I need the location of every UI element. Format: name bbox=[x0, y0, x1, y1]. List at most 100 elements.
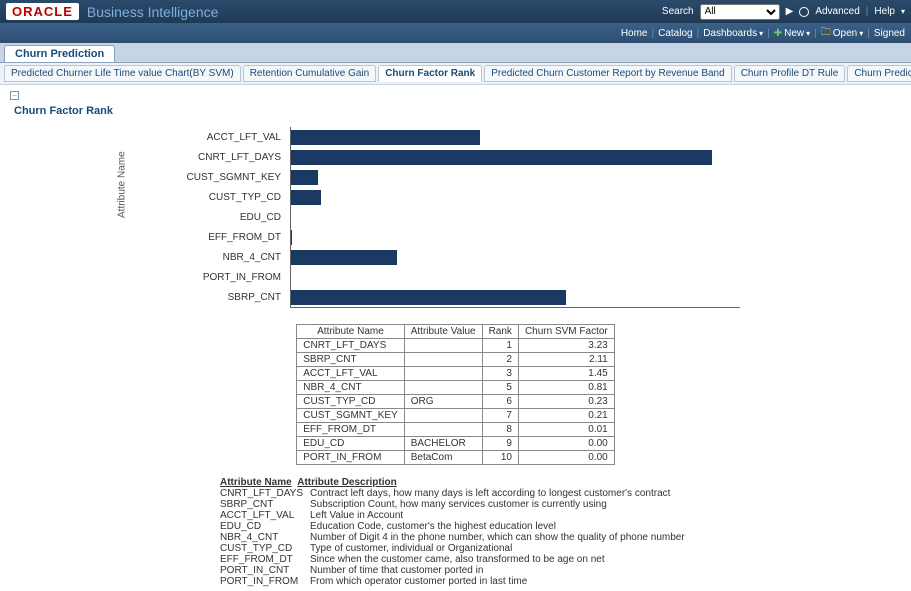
menu-new[interactable]: ✚New▾ bbox=[774, 28, 810, 39]
desc-row: CNRT_LFT_DAYSContract left days, how man… bbox=[220, 488, 901, 499]
chart-bar bbox=[291, 150, 712, 165]
table-row: NBR_4_CNT50.81 bbox=[297, 381, 615, 395]
table-cell: 2 bbox=[482, 353, 518, 367]
oracle-logo: ORACLE bbox=[6, 3, 79, 20]
chart-row: ACCT_LFT_VAL bbox=[291, 127, 740, 147]
chart-bar bbox=[291, 130, 480, 145]
desc-key: SBRP_CNT bbox=[220, 499, 310, 510]
page-tab-row: Predicted Churner Life Time value Chart(… bbox=[0, 62, 911, 85]
table-header: Churn SVM Factor bbox=[518, 325, 614, 339]
menu-bar: Home| Catalog| Dashboards▾| ✚New▾| 🗀Open… bbox=[0, 23, 911, 43]
search-scope-select[interactable]: All bbox=[700, 4, 780, 20]
desc-key: CUST_TYP_CD bbox=[220, 543, 310, 554]
table-cell: 3 bbox=[482, 367, 518, 381]
chart-row: SBRP_CNT bbox=[291, 287, 740, 307]
desc-key: ACCT_LFT_VAL bbox=[220, 510, 310, 521]
table-cell: BetaCom bbox=[404, 451, 482, 465]
table-header: Attribute Name bbox=[297, 325, 404, 339]
desc-header-desc: Attribute Description bbox=[297, 477, 396, 488]
menu-signed-in[interactable]: Signed bbox=[874, 28, 905, 39]
desc-text: Type of customer, individual or Organiza… bbox=[310, 543, 512, 554]
desc-key: EDU_CD bbox=[220, 521, 310, 532]
search-go-icon[interactable]: ▶ bbox=[786, 6, 794, 17]
dashboard-tab-row: Churn Prediction bbox=[0, 43, 911, 62]
page-tab[interactable]: Churn Prediction by(SVM result) bbox=[847, 65, 911, 82]
churn-factor-chart: Attribute Name ACCT_LFT_VALCNRT_LFT_DAYS… bbox=[150, 127, 770, 308]
table-cell: 0.21 bbox=[518, 409, 614, 423]
chart-bar bbox=[291, 170, 318, 185]
menu-catalog[interactable]: Catalog bbox=[658, 28, 692, 39]
table-row: ACCT_LFT_VAL 31.45 bbox=[297, 367, 615, 381]
page-tab[interactable]: Predicted Churn Customer Report by Reven… bbox=[484, 65, 731, 82]
chart-bar bbox=[291, 230, 292, 245]
table-cell: 8 bbox=[482, 423, 518, 437]
chart-row-label: EFF_FROM_DT bbox=[147, 232, 287, 243]
help-dropdown-icon[interactable]: ▾ bbox=[901, 7, 905, 16]
chart-row: CUST_TYP_CD bbox=[291, 187, 740, 207]
table-cell: 0.00 bbox=[518, 451, 614, 465]
table-header: Rank bbox=[482, 325, 518, 339]
advanced-icon bbox=[799, 7, 809, 17]
table-cell bbox=[404, 339, 482, 353]
table-cell: CNRT_LFT_DAYS bbox=[297, 339, 404, 353]
table-cell: 7 bbox=[482, 409, 518, 423]
table-cell: CUST_TYP_CD bbox=[297, 395, 404, 409]
chart-bar bbox=[291, 190, 321, 205]
open-folder-icon: 🗀 bbox=[821, 25, 831, 42]
new-icon: ✚ bbox=[774, 28, 782, 39]
table-row: EDU_CDBACHELOR90.00 bbox=[297, 437, 615, 451]
attribute-description-block: Attribute Name Attribute DescriptionCNRT… bbox=[220, 477, 901, 587]
desc-key: PORT_IN_CNT bbox=[220, 565, 310, 576]
table-cell: 0.01 bbox=[518, 423, 614, 437]
chart-y-axis-label: Attribute Name bbox=[117, 151, 128, 218]
table-cell: 6 bbox=[482, 395, 518, 409]
table-cell: 1.45 bbox=[518, 367, 614, 381]
table-cell: 9 bbox=[482, 437, 518, 451]
table-cell: 0.81 bbox=[518, 381, 614, 395]
desc-row: PORT_IN_FROMFrom which operator customer… bbox=[220, 576, 901, 587]
desc-text: Since when the customer came, also trans… bbox=[310, 554, 605, 565]
desc-row: EFF_FROM_DTSince when the customer came,… bbox=[220, 554, 901, 565]
desc-text: Subscription Count, how many services cu… bbox=[310, 499, 607, 510]
desc-text: Number of Digit 4 in the phone number, w… bbox=[310, 532, 685, 543]
chart-row: PORT_IN_FROM bbox=[291, 267, 740, 287]
table-cell bbox=[404, 381, 482, 395]
desc-text: From which operator customer ported in l… bbox=[310, 576, 527, 587]
chart-row-label: PORT_IN_FROM bbox=[147, 272, 287, 283]
page-tab[interactable]: Retention Cumulative Gain bbox=[243, 65, 377, 82]
page-tab[interactable]: Predicted Churner Life Time value Chart(… bbox=[4, 65, 241, 82]
menu-open[interactable]: 🗀Open▾ bbox=[821, 25, 863, 42]
menu-home[interactable]: Home bbox=[621, 28, 648, 39]
collapse-toggle-icon[interactable]: − bbox=[10, 91, 19, 100]
desc-key: EFF_FROM_DT bbox=[220, 554, 310, 565]
desc-text: Contract left days, how many days is lef… bbox=[310, 488, 670, 499]
rank-table: Attribute NameAttribute ValueRankChurn S… bbox=[296, 324, 615, 465]
desc-key: CNRT_LFT_DAYS bbox=[220, 488, 310, 499]
table-cell bbox=[404, 367, 482, 381]
table-cell: 0.23 bbox=[518, 395, 614, 409]
table-cell: NBR_4_CNT bbox=[297, 381, 404, 395]
table-cell: BACHELOR bbox=[404, 437, 482, 451]
page-tab[interactable]: Churn Factor Rank bbox=[378, 65, 482, 82]
desc-row: ACCT_LFT_VALLeft Value in Account bbox=[220, 510, 901, 521]
table-cell: 2.11 bbox=[518, 353, 614, 367]
chart-row-label: EDU_CD bbox=[147, 212, 287, 223]
desc-text: Education Code, customer's the highest e… bbox=[310, 521, 556, 532]
table-cell: SBRP_CNT bbox=[297, 353, 404, 367]
desc-row: PORT_IN_CNTNumber of time that customer … bbox=[220, 565, 901, 576]
chart-row: EDU_CD bbox=[291, 207, 740, 227]
advanced-link[interactable]: Advanced bbox=[815, 6, 859, 17]
chart-bar bbox=[291, 290, 566, 305]
page-content: − Churn Factor Rank Attribute Name ACCT_… bbox=[0, 85, 911, 591]
dashboard-tab[interactable]: Churn Prediction bbox=[4, 45, 115, 62]
desc-text: Number of time that customer ported in bbox=[310, 565, 483, 576]
chart-row: EFF_FROM_DT bbox=[291, 227, 740, 247]
menu-dashboards[interactable]: Dashboards▾ bbox=[703, 28, 763, 39]
help-link[interactable]: Help bbox=[874, 6, 895, 17]
table-cell: ACCT_LFT_VAL bbox=[297, 367, 404, 381]
chart-row-label: SBRP_CNT bbox=[147, 292, 287, 303]
table-row: CUST_SGMNT_KEY 70.21 bbox=[297, 409, 615, 423]
page-tab[interactable]: Churn Profile DT Rule bbox=[734, 65, 846, 82]
table-cell: 10 bbox=[482, 451, 518, 465]
table-cell: CUST_SGMNT_KEY bbox=[297, 409, 404, 423]
